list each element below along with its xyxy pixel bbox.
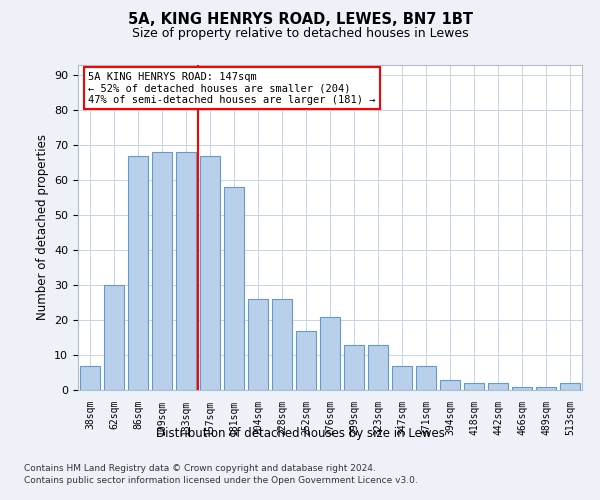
Y-axis label: Number of detached properties: Number of detached properties — [35, 134, 49, 320]
Bar — [488, 383, 508, 390]
Bar — [104, 285, 124, 390]
Bar — [128, 156, 148, 390]
Bar — [80, 366, 100, 390]
Text: Distribution of detached houses by size in Lewes: Distribution of detached houses by size … — [155, 428, 445, 440]
Text: 5A KING HENRYS ROAD: 147sqm
← 52% of detached houses are smaller (204)
47% of se: 5A KING HENRYS ROAD: 147sqm ← 52% of det… — [88, 72, 376, 104]
Bar — [248, 299, 268, 390]
Bar — [272, 299, 292, 390]
Bar — [392, 366, 412, 390]
Bar — [320, 316, 340, 390]
Bar — [152, 152, 172, 390]
Text: Contains HM Land Registry data © Crown copyright and database right 2024.: Contains HM Land Registry data © Crown c… — [24, 464, 376, 473]
Bar — [224, 188, 244, 390]
Bar — [176, 152, 196, 390]
Bar — [560, 383, 580, 390]
Bar — [296, 330, 316, 390]
Text: Contains public sector information licensed under the Open Government Licence v3: Contains public sector information licen… — [24, 476, 418, 485]
Bar — [440, 380, 460, 390]
Bar — [344, 344, 364, 390]
Bar — [464, 383, 484, 390]
Bar — [368, 344, 388, 390]
Text: 5A, KING HENRYS ROAD, LEWES, BN7 1BT: 5A, KING HENRYS ROAD, LEWES, BN7 1BT — [128, 12, 473, 28]
Bar — [512, 386, 532, 390]
Bar — [416, 366, 436, 390]
Text: Size of property relative to detached houses in Lewes: Size of property relative to detached ho… — [131, 28, 469, 40]
Bar — [536, 386, 556, 390]
Bar — [200, 156, 220, 390]
